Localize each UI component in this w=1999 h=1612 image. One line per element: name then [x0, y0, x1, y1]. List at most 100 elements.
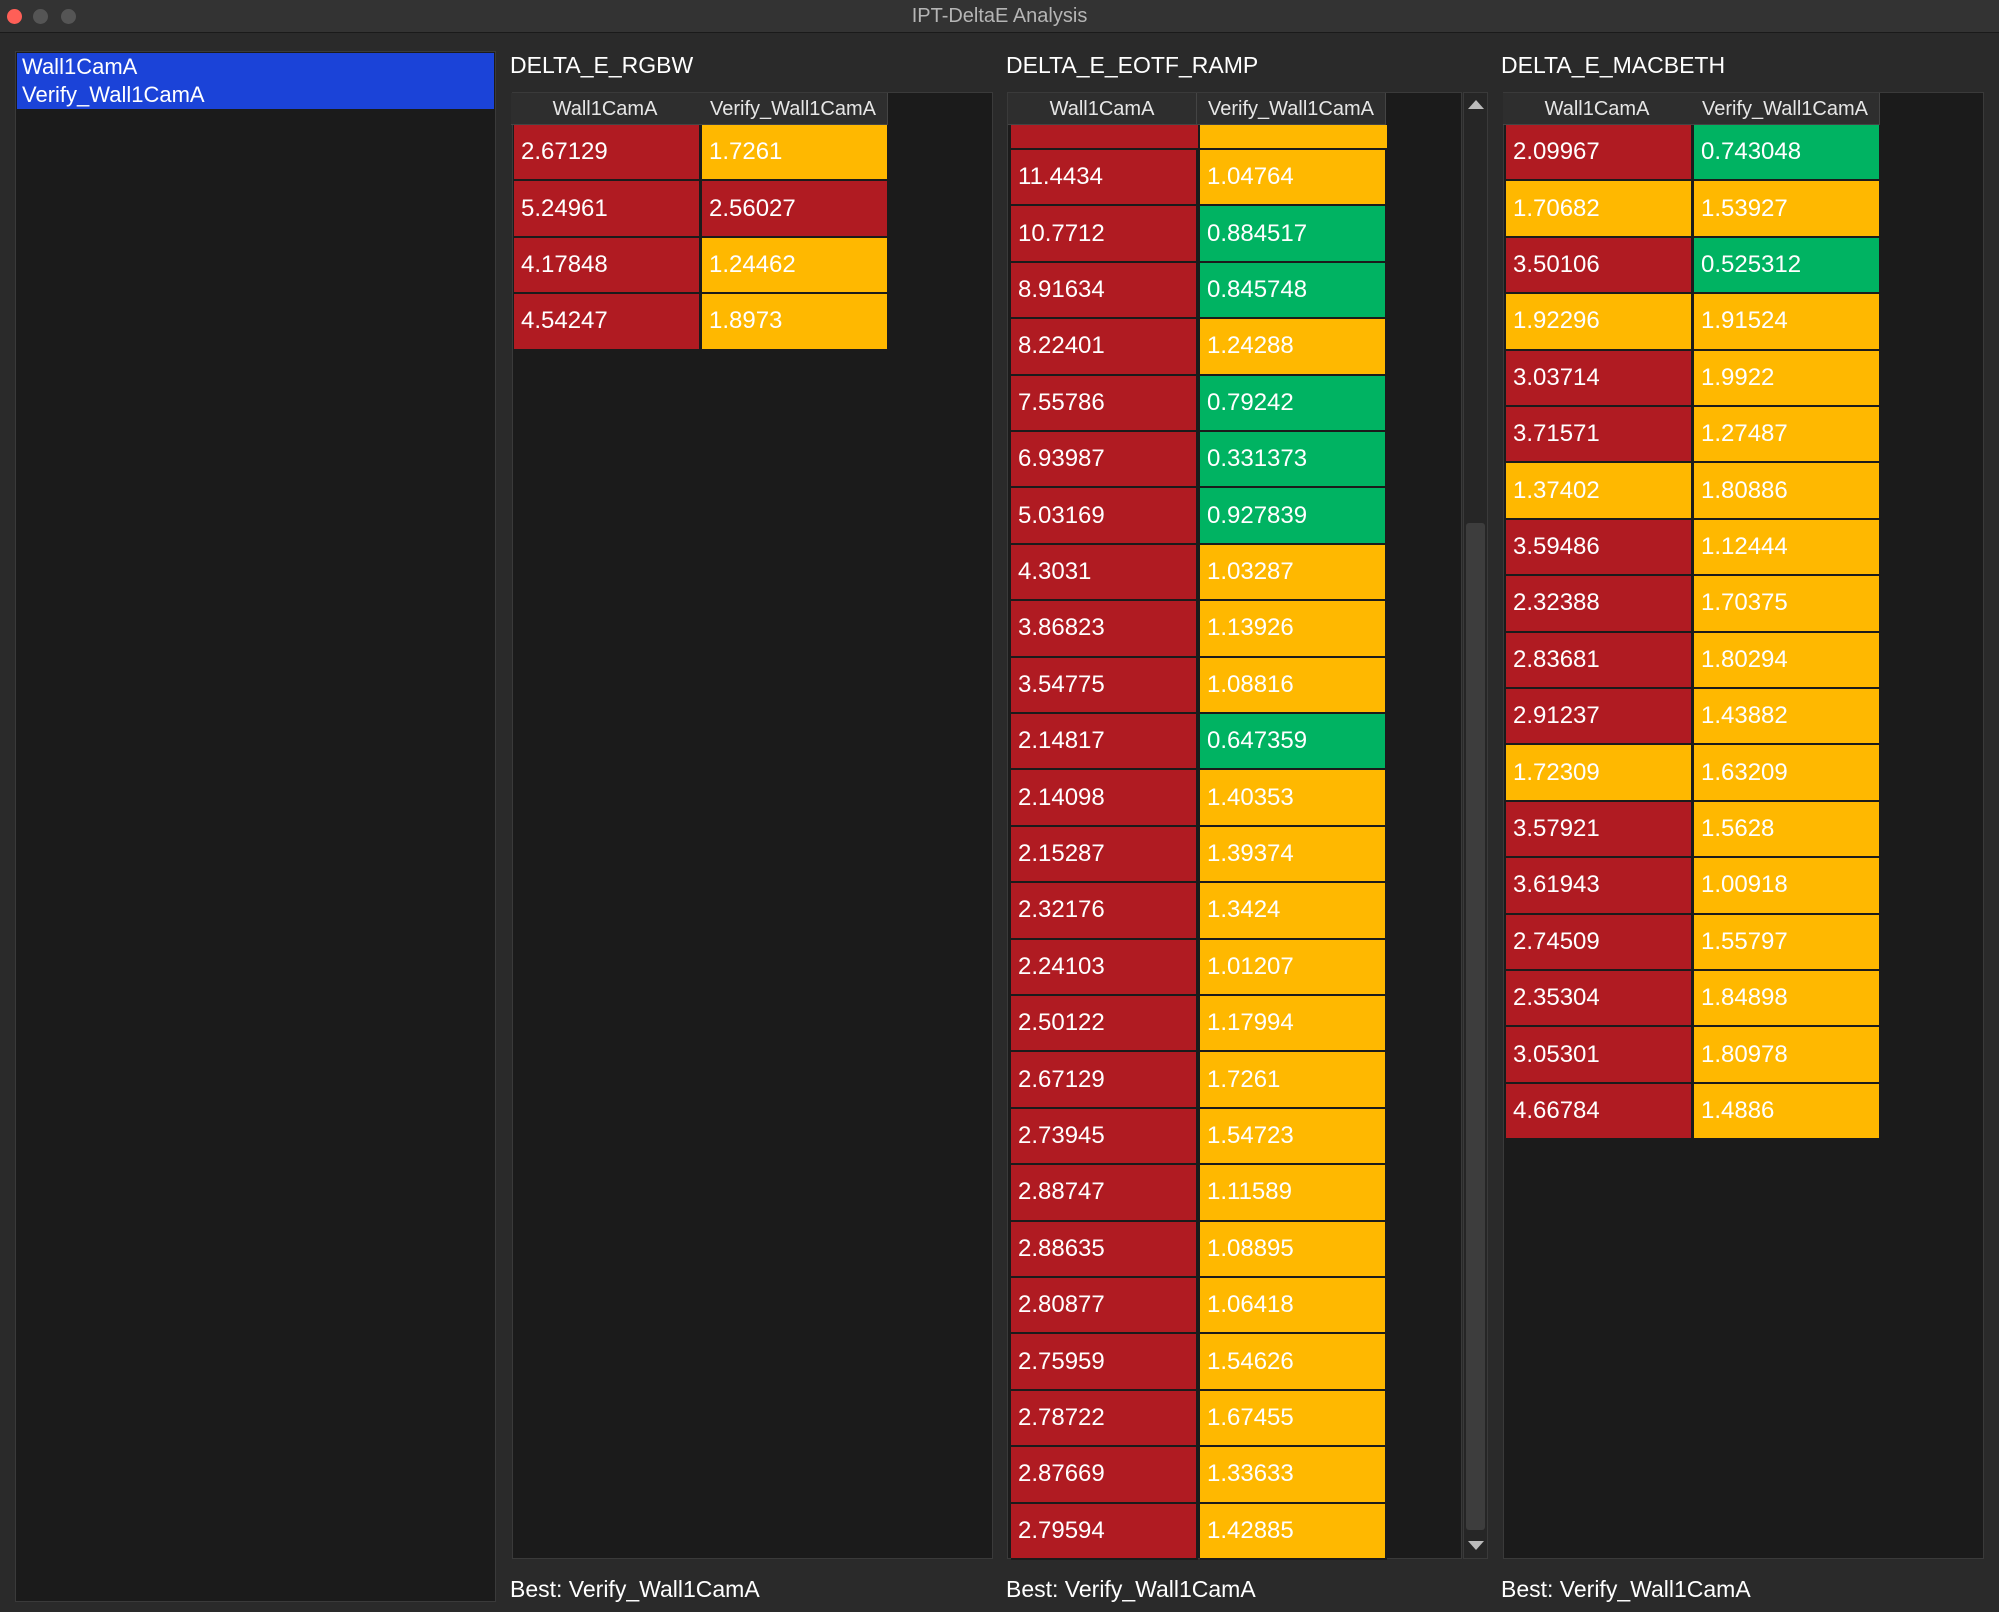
- scrollbar-thumb[interactable]: [1466, 523, 1485, 1530]
- table-cell[interactable]: 2.88635: [1011, 1221, 1198, 1278]
- table-cell[interactable]: 2.80877: [1011, 1278, 1198, 1335]
- table-cell[interactable]: 1.63209: [1694, 745, 1881, 802]
- table-cell[interactable]: 10.7712: [1011, 206, 1198, 263]
- table-cell[interactable]: 2.88747: [1011, 1165, 1198, 1222]
- table-cell[interactable]: 1.17994: [1200, 996, 1387, 1053]
- table-cell[interactable]: 1.01207: [1200, 939, 1387, 996]
- table-cell[interactable]: 1.33633: [1200, 1447, 1387, 1504]
- table-cell[interactable]: 1.54626: [1200, 1334, 1387, 1391]
- table-cell[interactable]: 0.743048: [1694, 125, 1881, 182]
- table-cell[interactable]: 1.11589: [1200, 1165, 1387, 1222]
- table-cell[interactable]: 8.91634: [1011, 262, 1198, 320]
- table-cell[interactable]: 6.93987: [1011, 432, 1198, 489]
- table-cell[interactable]: 2.91237: [1506, 689, 1693, 746]
- table-cell[interactable]: 2.14817: [1011, 714, 1198, 771]
- table-cell[interactable]: 2.35304: [1506, 971, 1693, 1028]
- table-cell[interactable]: 3.57921: [1506, 801, 1693, 859]
- table-cell[interactable]: 0.331373: [1200, 432, 1387, 489]
- table-cell[interactable]: 2.73945: [1011, 1108, 1198, 1166]
- table-cell[interactable]: 2.24103: [1011, 939, 1198, 996]
- table-cell[interactable]: 2.50122: [1011, 996, 1198, 1053]
- table-cell[interactable]: 5.03169: [1011, 488, 1198, 545]
- table-cell[interactable]: 2.87669: [1011, 1447, 1198, 1504]
- table-cell[interactable]: 0.884517: [1200, 206, 1387, 263]
- table-cell[interactable]: 1.08895: [1200, 1221, 1387, 1278]
- list-item[interactable]: Wall1CamA: [17, 53, 494, 81]
- table-cell[interactable]: 2.79594: [1011, 1503, 1198, 1560]
- table-cell[interactable]: 0.647359: [1200, 714, 1387, 771]
- table-cell[interactable]: 2.74509: [1506, 914, 1693, 971]
- table-cell[interactable]: 1.8973: [702, 294, 889, 351]
- table-cell[interactable]: 8.22401: [1011, 319, 1198, 376]
- table-cell[interactable]: 1.04764: [1200, 150, 1387, 207]
- table-cell[interactable]: 1.70682: [1506, 181, 1693, 238]
- zoom-button[interactable]: [61, 9, 76, 24]
- table-cell[interactable]: 1.03287: [1200, 544, 1387, 602]
- table-cell[interactable]: 2.14098: [1011, 770, 1198, 827]
- table-cell[interactable]: 1.84898: [1694, 971, 1881, 1028]
- table-cell[interactable]: 1.55797: [1694, 914, 1881, 971]
- table-cell[interactable]: 0.79242: [1200, 375, 1387, 432]
- table-cell[interactable]: 1.39374: [1200, 826, 1387, 884]
- table-cell[interactable]: 2.09967: [1506, 125, 1693, 182]
- scroll-down-arrow[interactable]: [1468, 1541, 1484, 1550]
- list-panel[interactable]: Wall1CamA Verify_Wall1CamA: [15, 51, 496, 1602]
- column-header[interactable]: Verify_Wall1CamA: [699, 93, 888, 125]
- close-button[interactable]: [7, 9, 22, 24]
- table-cell[interactable]: 0.845748: [1200, 262, 1387, 320]
- table-cell[interactable]: 1.00918: [1694, 858, 1881, 915]
- column-header[interactable]: Verify_Wall1CamA: [1197, 93, 1386, 125]
- column-header[interactable]: Wall1CamA: [1008, 93, 1197, 125]
- table-cell[interactable]: 1.43882: [1694, 689, 1881, 746]
- table-cell[interactable]: 1.3424: [1200, 883, 1387, 940]
- table-cell[interactable]: 1.92296: [1506, 294, 1693, 351]
- column-header[interactable]: Wall1CamA: [511, 93, 700, 125]
- table-cell[interactable]: 1.72309: [1506, 745, 1693, 802]
- table-cell[interactable]: 3.61943: [1506, 858, 1693, 915]
- table-cell[interactable]: 2.83681: [1506, 632, 1693, 689]
- table-cell[interactable]: 1.12444: [1694, 519, 1881, 577]
- table-cell[interactable]: 1.24288: [1200, 319, 1387, 376]
- table-cell[interactable]: 3.03714: [1506, 350, 1693, 407]
- table-cell[interactable]: 2.67129: [1011, 1052, 1198, 1109]
- table-cell[interactable]: 4.3031: [1011, 544, 1198, 602]
- table-cell[interactable]: 2.75959: [1011, 1334, 1198, 1391]
- table-cell[interactable]: 0.927839: [1200, 488, 1387, 545]
- table-cell[interactable]: 4.17848: [514, 237, 701, 295]
- table-cell[interactable]: 3.59486: [1506, 519, 1693, 577]
- table-cell[interactable]: 1.67455: [1200, 1390, 1387, 1448]
- list-item[interactable]: Verify_Wall1CamA: [17, 81, 494, 109]
- table-cell[interactable]: 11.4434: [1011, 150, 1198, 207]
- table-cell[interactable]: 2.56027: [702, 181, 889, 238]
- table-cell[interactable]: 1.7261: [1200, 1052, 1387, 1109]
- column-header[interactable]: Wall1CamA: [1503, 93, 1692, 125]
- table-cell[interactable]: 1.13926: [1200, 601, 1387, 658]
- table-cell[interactable]: 3.54775: [1011, 657, 1198, 714]
- table-cell[interactable]: 1.06418: [1200, 1278, 1387, 1335]
- table-cell[interactable]: 1.4886: [1694, 1083, 1881, 1141]
- table-cell[interactable]: 1.54723: [1200, 1108, 1387, 1166]
- table-cell[interactable]: 0.525312: [1694, 237, 1881, 295]
- table-cell[interactable]: 2.32388: [1506, 576, 1693, 633]
- column-header[interactable]: Verify_Wall1CamA: [1691, 93, 1880, 125]
- table-cell[interactable]: 2.15287: [1011, 826, 1198, 884]
- table-cell[interactable]: 1.27487: [1694, 407, 1881, 464]
- table-cell[interactable]: 1.5628: [1694, 801, 1881, 859]
- table-cell[interactable]: 1.08816: [1200, 657, 1387, 714]
- table-cell[interactable]: 3.86823: [1011, 601, 1198, 658]
- table-cell[interactable]: 1.53927: [1694, 181, 1881, 238]
- table-cell[interactable]: 1.91524: [1694, 294, 1881, 351]
- table-cell[interactable]: 2.78722: [1011, 1390, 1198, 1448]
- table-cell[interactable]: 2.67129: [514, 125, 701, 182]
- table-cell[interactable]: 1.37402: [1506, 463, 1693, 520]
- table-cell[interactable]: 1.80978: [1694, 1027, 1881, 1084]
- table-cell[interactable]: 1.80886: [1694, 463, 1881, 520]
- table-cell[interactable]: 1.42885: [1200, 1503, 1387, 1560]
- table-cell[interactable]: 4.54247: [514, 294, 701, 351]
- table-cell[interactable]: 1.24462: [702, 237, 889, 295]
- table-cell[interactable]: 3.05301: [1506, 1027, 1693, 1084]
- table-cell[interactable]: 1.7261: [702, 125, 889, 182]
- table-cell[interactable]: 5.24961: [514, 181, 701, 238]
- table-cell[interactable]: 1.80294: [1694, 632, 1881, 689]
- table-cell[interactable]: 7.55786: [1011, 375, 1198, 432]
